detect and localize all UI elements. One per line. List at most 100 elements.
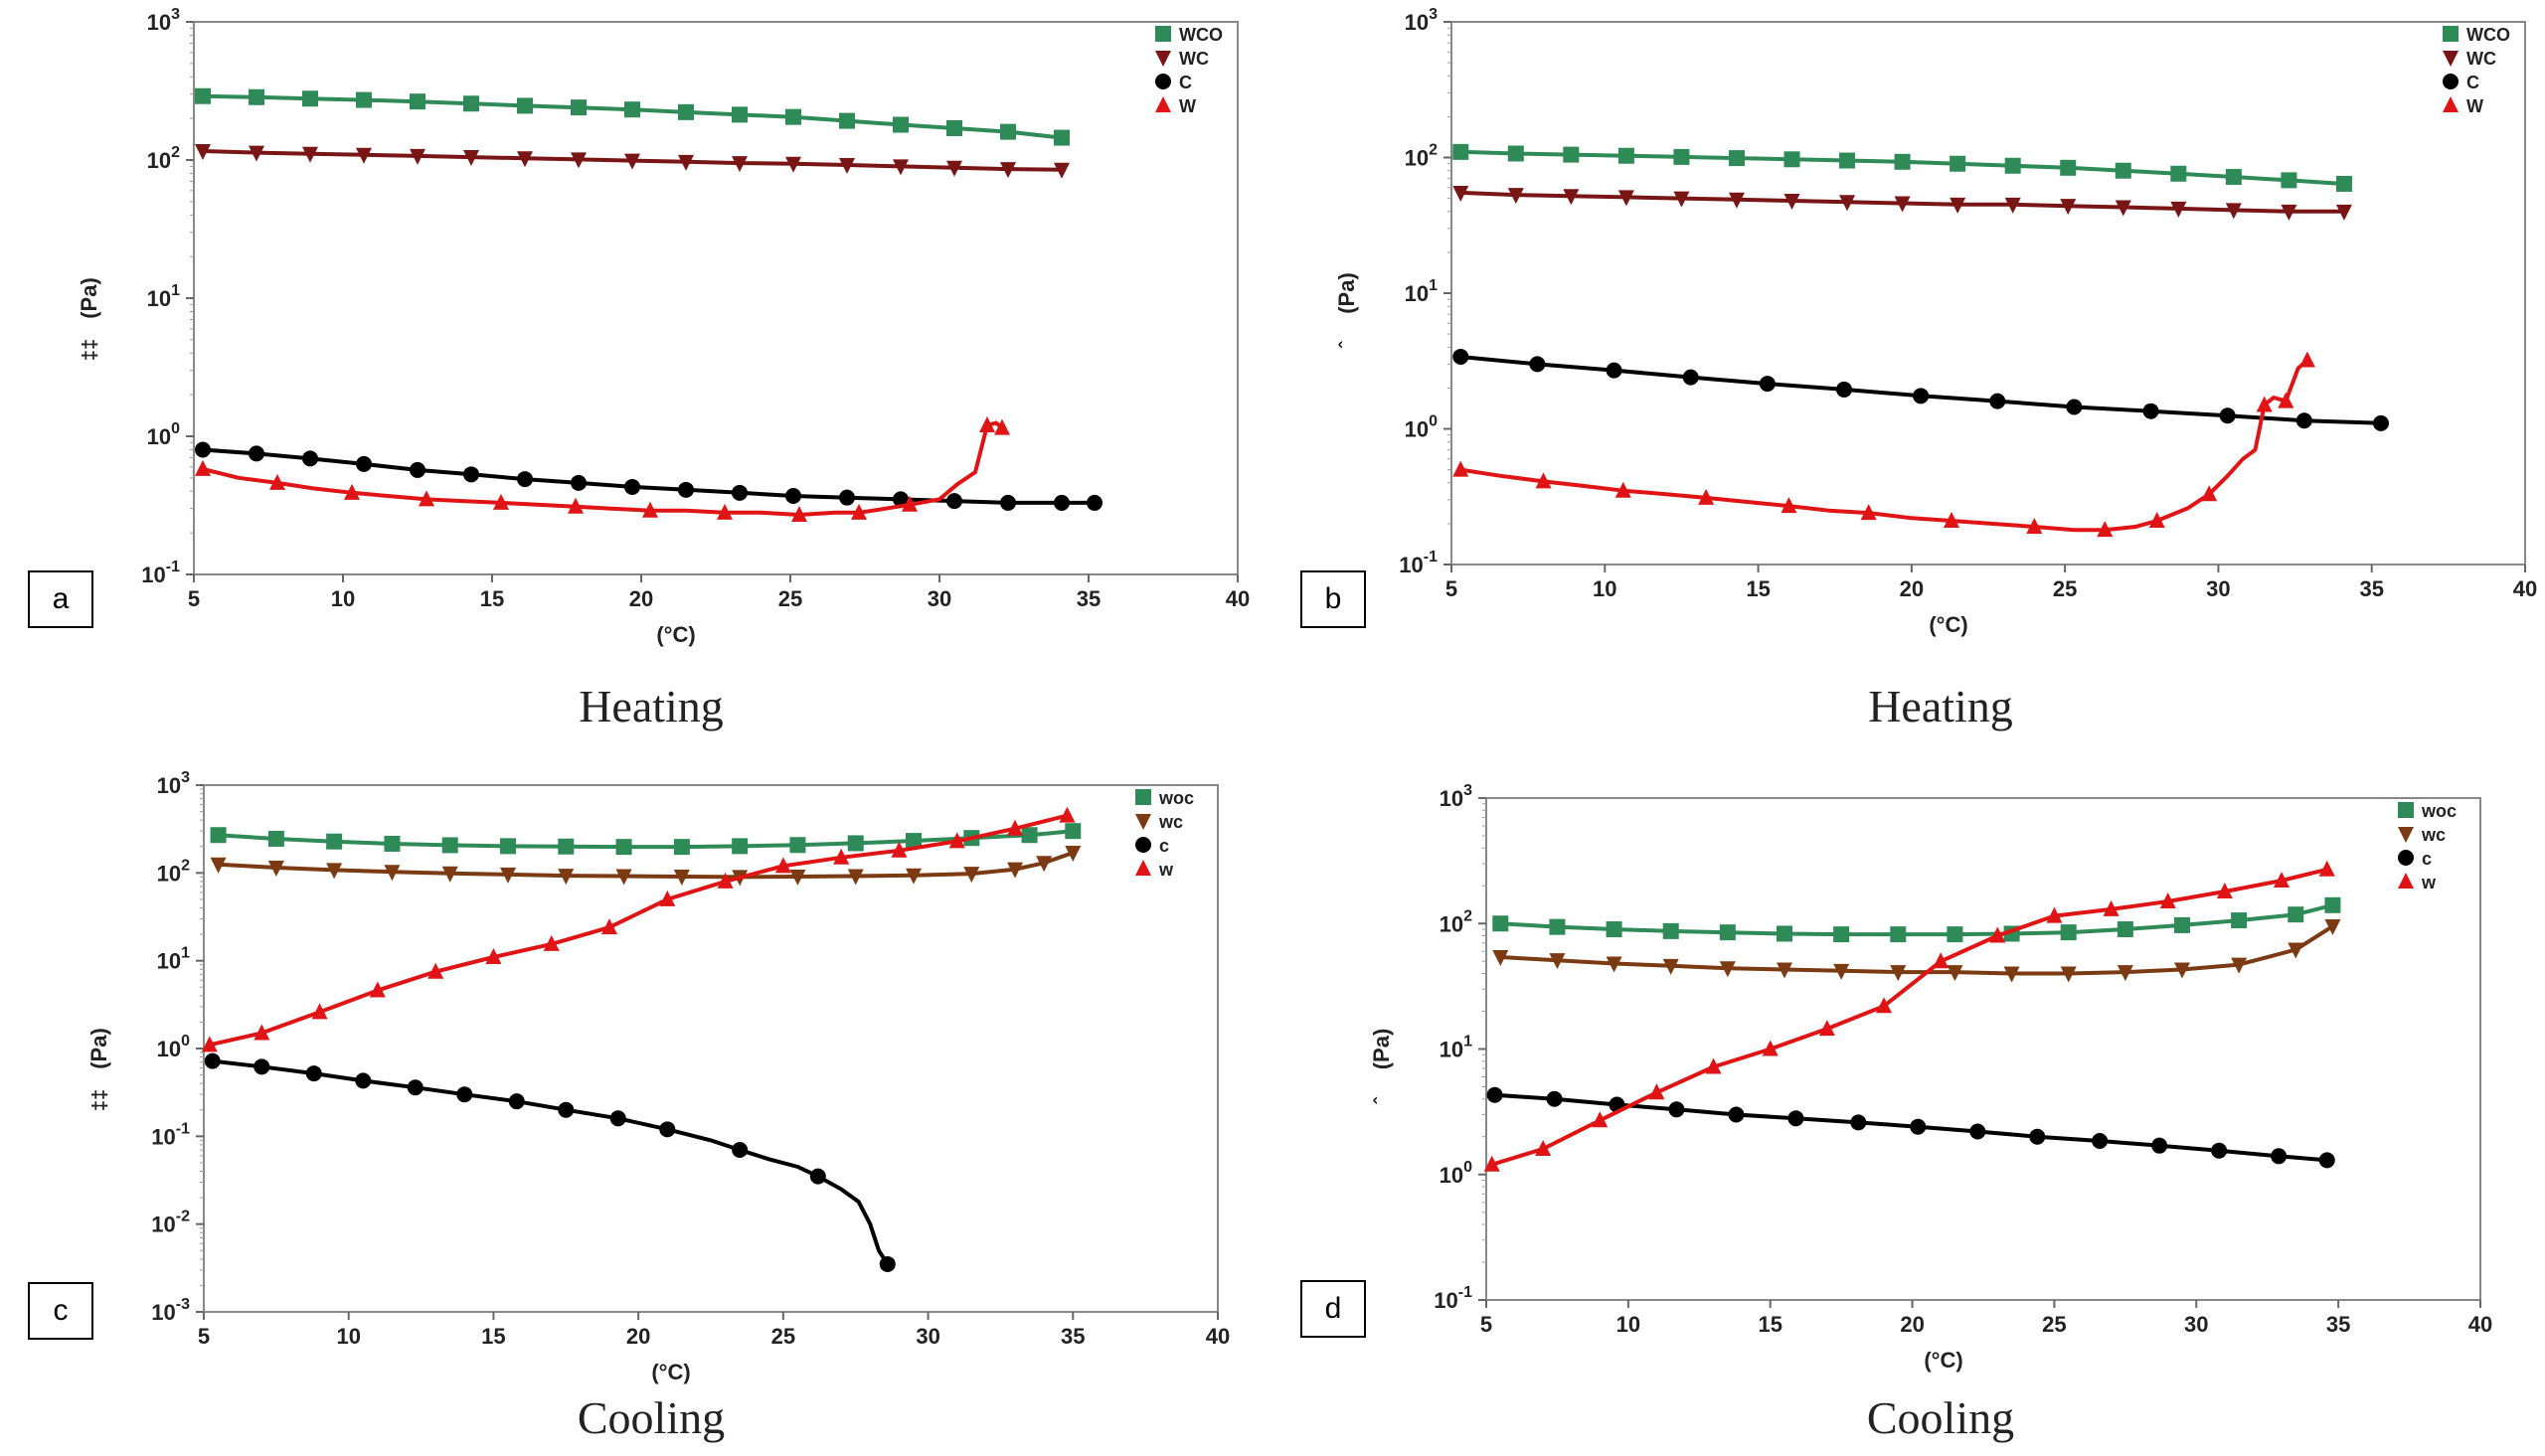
data-point [902,495,918,512]
data-point [994,418,1010,435]
data-point [1835,381,1852,398]
data-point [1483,1155,1500,1172]
data-point [571,99,587,116]
data-point [948,832,965,849]
legend-marker-w [2443,96,2459,112]
data-point [791,506,807,523]
data-point [609,1110,626,1127]
y-tick-label: 101 [1405,277,1438,306]
data-point [410,461,425,478]
data-point [2151,1137,2168,1154]
data-point [1452,348,1469,365]
data-point [624,153,640,170]
y-tick-label: 103 [147,6,180,35]
series-w [1452,351,2315,538]
data-point [2295,412,2312,429]
legend-label-w: w [1158,860,1174,880]
x-tick-label: 25 [2053,576,2077,601]
series-w [195,415,1010,523]
data-point [2274,872,2290,889]
data-point [249,145,264,162]
y-tick-label: 101 [157,945,190,974]
data-point [326,863,343,880]
data-point [1606,956,1622,973]
x-tick-label: 40 [2513,576,2537,601]
data-point [369,981,386,998]
legend-marker-w [1155,96,1171,112]
data-point [500,867,516,884]
series-line-w [1491,867,2328,1167]
data-point [1563,189,1580,206]
data-point [946,160,962,177]
x-tick-label: 35 [1061,1324,1085,1349]
data-point [1989,926,2006,943]
data-point [1507,188,1524,205]
legend-marker-w [1135,860,1151,876]
data-point [2288,942,2304,959]
data-point [717,872,734,889]
data-point [1781,497,1797,514]
legend-label-wc: wc [2421,825,2446,845]
legend-label-c: c [1159,836,1169,856]
data-point [1662,958,1679,975]
data-point [1833,963,1850,980]
legend-marker-w [2398,873,2414,889]
data-point [732,1142,749,1159]
legend-marker-c [2443,74,2459,89]
data-point [2278,392,2294,408]
legend-marker-woc [1135,789,1151,805]
data-point [1563,146,1580,163]
data-point [1950,197,1966,214]
legend-label-wc: WC [2466,49,2496,69]
series-c [1452,348,2389,431]
data-point [879,1255,896,1272]
data-point [2003,966,2020,983]
legend-marker-wc [2443,51,2459,67]
caption-c: Cooling [577,1392,726,1443]
data-point [2159,892,2176,909]
data-point [624,478,640,495]
y-axis-label-prefix: ‡‡ [80,339,101,361]
data-point [1839,195,1856,212]
data-point [732,838,749,855]
data-point [2097,521,2114,538]
data-point [1762,1040,1779,1056]
data-point [1833,926,1850,943]
panel-label-d: d [1300,1280,1366,1338]
data-point [891,841,908,858]
data-point [195,441,211,458]
y-axis-label: (Pa) [86,1028,111,1069]
data-point [427,962,444,979]
data-point [2142,403,2159,419]
series-line-woc [1500,902,2333,937]
data-point [201,1036,218,1052]
data-point [2335,175,2352,192]
data-point [1950,155,1966,172]
legend-marker-wco [1155,26,1171,42]
data-point [839,112,855,129]
data-point [1933,952,1950,969]
legend-label-wc: WC [1179,49,1209,69]
data-point [302,146,318,163]
data-point [2026,517,2043,534]
plot-frame [1450,21,2526,566]
y-tick-label: 100 [1405,413,1438,442]
data-point [344,483,360,500]
data-point [558,1101,575,1118]
series-line-wc [218,851,1074,880]
legend-marker-wco [2443,26,2459,42]
data-point [615,869,632,886]
series-w [1483,860,2335,1172]
data-point [195,459,211,476]
chart-a: 10-1 100 101 102 103 5 10 15 20 25 30 35 40 (°C) (Pa) ‡… [77,6,1250,647]
y-axis-label-prefix: ‡‡ [89,1089,111,1111]
y-tick-label: 103 [157,769,190,798]
data-point [326,833,343,850]
x-tick-label: 30 [928,586,951,611]
data-point [2004,157,2021,174]
data-point [785,488,801,505]
x-tick-label: 15 [480,586,504,611]
data-point [311,1003,328,1020]
series-wco [195,87,1070,146]
data-point [1606,362,1622,379]
